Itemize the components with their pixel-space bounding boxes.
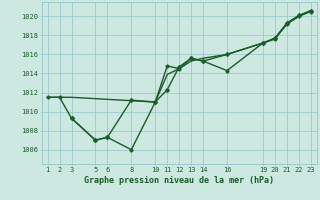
X-axis label: Graphe pression niveau de la mer (hPa): Graphe pression niveau de la mer (hPa)	[84, 176, 274, 185]
